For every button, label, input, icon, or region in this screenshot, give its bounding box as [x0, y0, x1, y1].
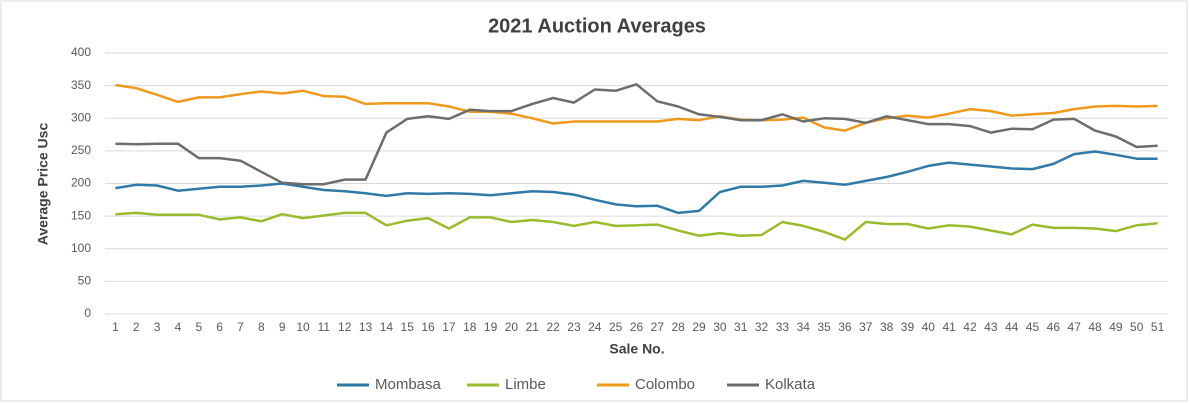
x-tick-label: 8 [258, 320, 265, 334]
x-tick-label: 3 [154, 320, 161, 334]
x-tick-label: 14 [380, 320, 394, 334]
x-tick-label: 21 [526, 320, 540, 334]
x-tick-label: 45 [1026, 320, 1040, 334]
x-tick-label: 44 [1005, 320, 1019, 334]
x-tick-label: 41 [942, 320, 956, 334]
line-series [115, 211, 1158, 241]
y-tick-label: 50 [78, 274, 92, 288]
y-tick-label: 200 [71, 176, 91, 190]
x-tick-label: 31 [734, 320, 748, 334]
x-tick-label: 24 [588, 320, 602, 334]
x-tick-label: 50 [1130, 320, 1144, 334]
x-tick-label: 11 [318, 320, 331, 334]
x-tick-label: 10 [296, 320, 310, 334]
x-tick-label: 43 [984, 320, 998, 334]
x-tick-label: 12 [338, 320, 352, 334]
x-tick-label: 27 [651, 320, 665, 334]
x-tick-label: 7 [237, 320, 244, 334]
x-tick-label: 25 [609, 320, 623, 334]
x-axis-title: Sale No. [609, 341, 664, 357]
x-tick-label: 16 [421, 320, 435, 334]
x-tick-label: 33 [776, 320, 790, 334]
x-tick-label: 26 [630, 320, 644, 334]
legend-label: Limbe [505, 376, 546, 393]
x-tick-label: 38 [880, 320, 894, 334]
legend-label: Kolkata [765, 376, 816, 393]
y-tick-label: 300 [71, 110, 91, 124]
x-tick-label: 2 [133, 320, 140, 334]
x-tick-label: 17 [442, 320, 456, 334]
x-tick-label: 39 [901, 320, 915, 334]
line-series [115, 83, 1158, 186]
x-tick-label: 9 [279, 320, 286, 334]
x-tick-label: 34 [797, 320, 811, 334]
x-tick-label: 23 [567, 320, 581, 334]
x-tick-label: 42 [963, 320, 977, 334]
line-series [115, 150, 1158, 215]
x-tick-label: 28 [672, 320, 686, 334]
x-tick-label: 30 [713, 320, 727, 334]
x-tick-label: 29 [692, 320, 706, 334]
x-tick-label: 19 [484, 320, 498, 334]
x-tick-label: 20 [505, 320, 519, 334]
x-tick-label: 48 [1088, 320, 1102, 334]
x-tick-label: 18 [463, 320, 477, 334]
line-series [115, 83, 1158, 132]
x-tick-label: 46 [1047, 320, 1061, 334]
x-tick-label: 35 [817, 320, 831, 334]
x-tick-label: 1 [112, 320, 119, 334]
x-tick-label: 22 [546, 320, 560, 334]
x-tick-label: 47 [1068, 320, 1082, 334]
y-tick-label: 100 [71, 241, 91, 255]
y-tick-label: 0 [84, 306, 91, 320]
legend-label: Mombasa [375, 376, 442, 393]
x-tick-label: 15 [401, 320, 415, 334]
chart-title: 2021 Auction Averages [488, 15, 706, 37]
x-tick-label: 36 [838, 320, 852, 334]
y-tick-label: 150 [71, 208, 91, 222]
x-tick-label: 6 [216, 320, 223, 334]
x-tick-label: 32 [755, 320, 769, 334]
x-tick-label: 13 [359, 320, 373, 334]
legend-label: Colombo [635, 376, 695, 393]
y-tick-label: 400 [71, 45, 91, 59]
x-tick-label: 49 [1109, 320, 1123, 334]
x-tick-label: 40 [922, 320, 936, 334]
x-tick-label: 4 [175, 320, 182, 334]
y-tick-label: 350 [71, 78, 91, 92]
x-tick-label: 37 [859, 320, 873, 334]
y-tick-label: 250 [71, 143, 91, 157]
x-tick-label: 51 [1151, 320, 1165, 334]
y-axis-title: Average Price Usc [35, 123, 51, 246]
x-tick-label: 5 [195, 320, 202, 334]
